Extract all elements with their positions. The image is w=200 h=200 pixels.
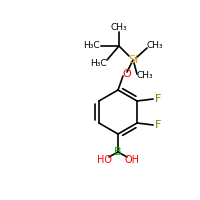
Text: H₃C: H₃C bbox=[83, 42, 99, 50]
Text: Si: Si bbox=[128, 55, 138, 65]
Text: O: O bbox=[123, 69, 131, 79]
Text: B: B bbox=[114, 147, 122, 157]
Text: F: F bbox=[155, 120, 161, 130]
Text: CH₃: CH₃ bbox=[137, 72, 153, 80]
Text: CH₃: CH₃ bbox=[111, 22, 127, 31]
Text: H₃C: H₃C bbox=[90, 60, 106, 68]
Text: CH₃: CH₃ bbox=[147, 40, 163, 49]
Text: HO: HO bbox=[96, 155, 112, 165]
Text: F: F bbox=[155, 94, 161, 104]
Text: OH: OH bbox=[124, 155, 140, 165]
